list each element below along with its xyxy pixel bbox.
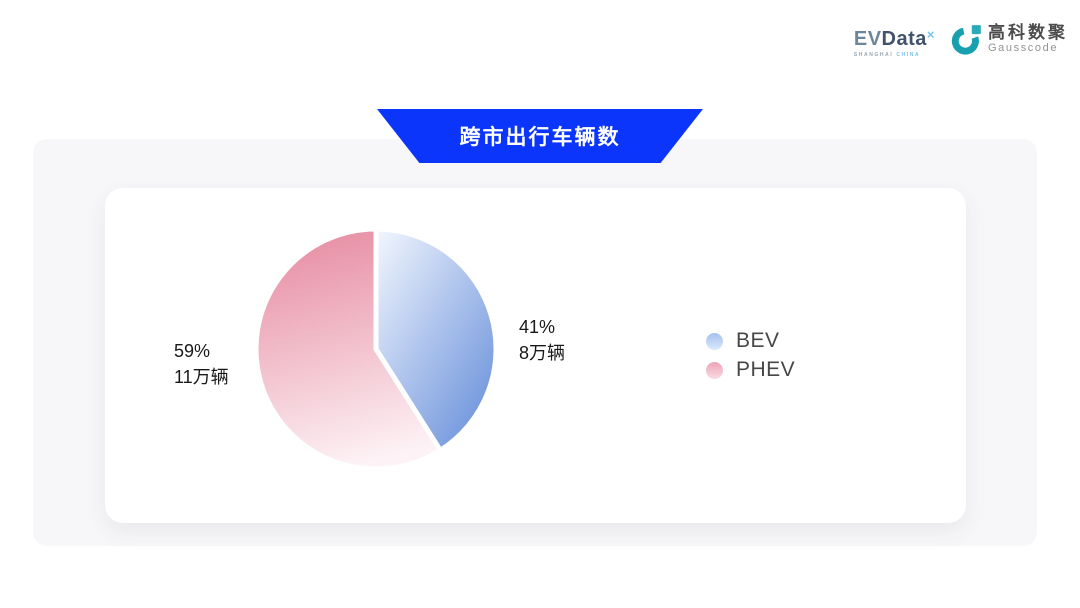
evdata-superscript-icon: ×: [926, 27, 935, 42]
legend-label-phev: PHEV: [736, 358, 796, 381]
legend-item-phev[interactable]: PHEV: [706, 358, 796, 381]
legend: BEV PHEV: [706, 329, 796, 381]
bev-value: 8万辆: [519, 343, 566, 363]
page-title: 跨市出行车辆数: [459, 126, 621, 149]
phev-percent: 59%: [174, 341, 211, 361]
header-logos: EVData× SHANGHAI CHINA 高科数聚 Gausscode: [854, 23, 1068, 58]
evdata-subtext-left: SHANGHAI: [853, 52, 894, 58]
legend-item-bev[interactable]: BEV: [706, 329, 795, 352]
evdata-logo: EVData× SHANGHAI CHINA: [854, 23, 935, 58]
evdata-data: Data: [881, 28, 927, 50]
legend-dot-bev: [706, 332, 723, 350]
evdata-logo-text: EVData×: [854, 25, 935, 49]
legend-label-bev: BEV: [736, 329, 780, 352]
legend-dot-phev: [706, 361, 723, 379]
banner: 跨市出行车辆数: [377, 109, 703, 163]
gausscode-logo: 高科数聚 Gausscode: [951, 23, 1068, 57]
bev-percent: 41%: [519, 317, 556, 337]
slice-label-bev: 41% 8万辆: [519, 314, 565, 366]
gausscode-cn-text: 高科数聚: [988, 23, 1068, 42]
gausscode-g-icon: [951, 25, 981, 55]
evdata-ev: EV: [853, 28, 882, 50]
gausscode-logo-text: 高科数聚 Gausscode: [988, 23, 1068, 55]
phev-value: 11万辆: [174, 367, 229, 387]
pie-slice-phev[interactable]: [253, 226, 443, 472]
slice-label-phev: 59% 11万辆: [174, 338, 229, 390]
chart-card: 59% 11万辆 41% 8万辆 BEV PHEV: [105, 188, 966, 523]
evdata-logo-subtext: SHANGHAI CHINA: [854, 52, 935, 58]
pie-chart[interactable]: [251, 224, 501, 474]
evdata-subtext-right: CHINA: [896, 52, 921, 58]
gausscode-en-text: Gausscode: [988, 42, 1059, 54]
